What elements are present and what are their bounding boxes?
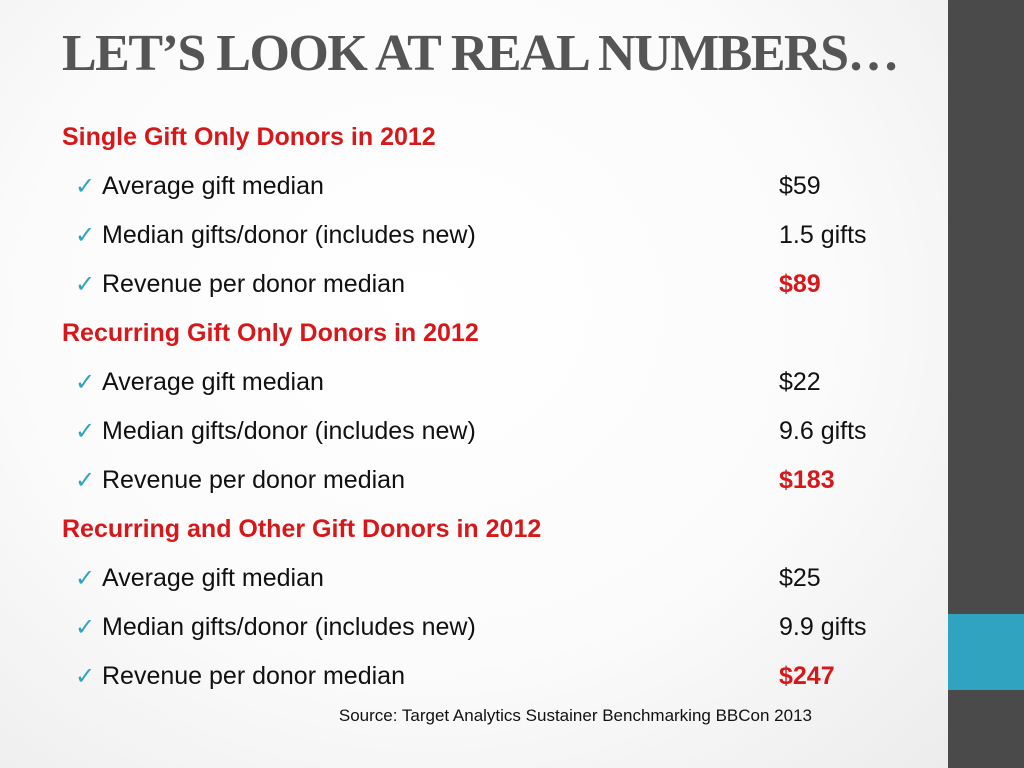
metric-value: 9.6 gifts <box>779 417 867 445</box>
sidebar-bar <box>948 0 1024 768</box>
check-icon: ✓ <box>75 417 96 445</box>
metric-value: 1.5 gifts <box>779 221 867 249</box>
metric-label: Revenue per donor median <box>102 662 405 690</box>
metric-value-highlight: $183 <box>779 466 835 494</box>
check-icon: ✓ <box>75 221 96 249</box>
metric-value: $25 <box>779 564 821 592</box>
slide-content: Single Gift Only Donors in 2012 ✓ Averag… <box>62 116 922 704</box>
list-item: ✓ Revenue per donor median $247 <box>62 655 922 704</box>
metric-label: Average gift median <box>102 564 324 592</box>
metric-value-highlight: $247 <box>779 662 835 690</box>
section-heading-recurring-gift: Recurring Gift Only Donors in 2012 <box>62 319 479 347</box>
check-icon: ✓ <box>75 270 96 298</box>
metric-label: Median gifts/donor (includes new) <box>102 221 476 249</box>
list-item: ✓ Average gift median $25 <box>62 557 922 606</box>
metric-value-highlight: $89 <box>779 270 821 298</box>
list-item: ✓ Median gifts/donor (includes new) 9.6 … <box>62 410 922 459</box>
metric-label: Revenue per donor median <box>102 270 405 298</box>
list-item: ✓ Revenue per donor median $89 <box>62 263 922 312</box>
metric-label: Revenue per donor median <box>102 466 405 494</box>
check-icon: ✓ <box>75 466 96 494</box>
source-citation: Source: Target Analytics Sustainer Bench… <box>338 706 812 725</box>
metric-label: Median gifts/donor (includes new) <box>102 417 476 445</box>
section-heading-single-gift: Single Gift Only Donors in 2012 <box>62 123 436 151</box>
check-icon: ✓ <box>75 564 96 592</box>
metric-value: $22 <box>779 368 821 396</box>
slide-canvas: LET’S LOOK AT REAL NUMBERS… Single Gift … <box>0 0 948 768</box>
metric-label: Median gifts/donor (includes new) <box>102 613 476 641</box>
list-item: ✓ Median gifts/donor (includes new) 1.5 … <box>62 214 922 263</box>
check-icon: ✓ <box>75 368 96 396</box>
sidebar-accent-block <box>948 614 1024 690</box>
metric-value: $59 <box>779 172 821 200</box>
check-icon: ✓ <box>75 613 96 641</box>
metric-label: Average gift median <box>102 368 324 396</box>
slide-title: LET’S LOOK AT REAL NUMBERS… <box>62 25 900 82</box>
list-item: ✓ Median gifts/donor (includes new) 9.9 … <box>62 606 922 655</box>
list-item: ✓ Average gift median $59 <box>62 165 922 214</box>
metric-value: 9.9 gifts <box>779 613 867 641</box>
metric-label: Average gift median <box>102 172 324 200</box>
check-icon: ✓ <box>75 662 96 690</box>
list-item: ✓ Average gift median $22 <box>62 361 922 410</box>
section-heading-recurring-and-other: Recurring and Other Gift Donors in 2012 <box>62 515 542 543</box>
check-icon: ✓ <box>75 172 96 200</box>
list-item: ✓ Revenue per donor median $183 <box>62 459 922 508</box>
